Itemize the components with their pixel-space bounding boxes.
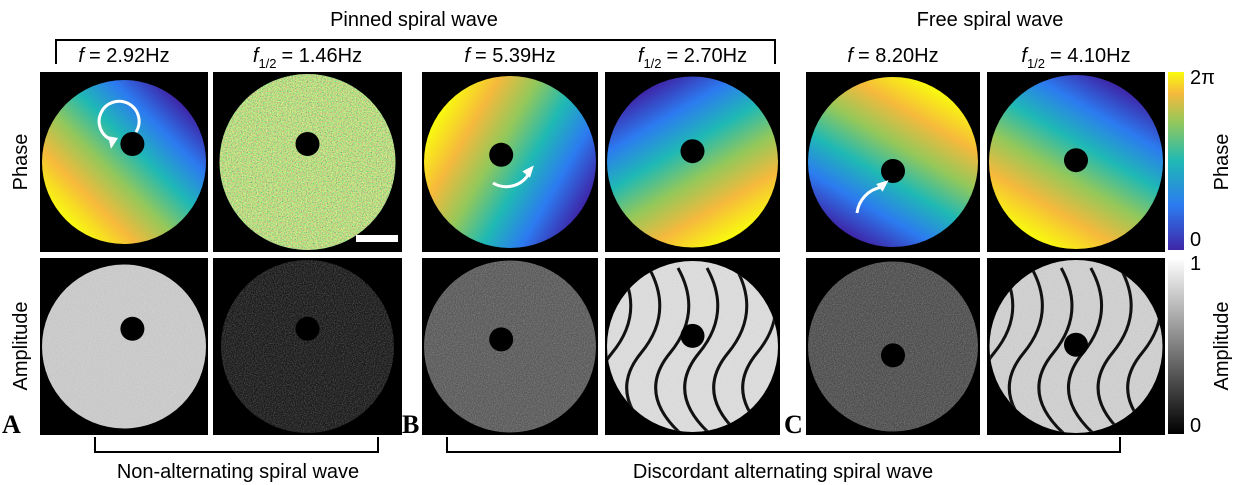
- rotation-arrow: [492, 174, 530, 189]
- node-line: [654, 267, 691, 432]
- obstacle: [489, 327, 514, 352]
- noise: [219, 74, 396, 250]
- colorbar-label: Amplitude: [1211, 302, 1233, 391]
- node-line: [712, 267, 749, 432]
- symbol: f: [78, 45, 86, 67]
- obstacle: [881, 343, 905, 368]
- column-headers: f = 2.92Hz f1/2 = 1.46Hz f = 5.39Hz f1/2 = 2.70…: [78, 45, 1130, 71]
- arrow-head: [522, 165, 534, 178]
- colorbar-label: Phase: [1211, 134, 1233, 191]
- rotation-arrow: [855, 185, 883, 214]
- colorbar-min: 0: [1190, 415, 1201, 437]
- node-line: [683, 267, 720, 432]
- obstacle: [120, 316, 145, 341]
- rotation-arrow: [97, 99, 141, 142]
- symbol: f: [1021, 45, 1029, 67]
- bracket: [94, 437, 379, 453]
- arrow-head: [876, 180, 889, 192]
- bottom-label: Non-alternating spiral wave: [117, 461, 359, 483]
- panel-letter: C: [784, 410, 803, 439]
- subscript: 1/2: [1027, 56, 1045, 71]
- node-line: [607, 267, 633, 432]
- panels: [40, 72, 1165, 435]
- value: = 1.46Hz: [282, 45, 363, 67]
- column-header: f = 2.92Hz: [78, 45, 169, 67]
- row-label: Phase: [10, 134, 32, 191]
- row-label: Amplitude: [10, 302, 32, 391]
- column-header: f = 5.39Hz: [464, 45, 555, 67]
- bottom-label: Discordant alternating spiral wave: [633, 461, 933, 483]
- node-line: [1096, 267, 1133, 433]
- bracket: [446, 437, 1121, 453]
- obstacle: [1064, 332, 1088, 357]
- group-title: Pinned spiral wave: [330, 9, 498, 31]
- symbol: f: [253, 45, 261, 67]
- subscript: 1/2: [643, 56, 661, 71]
- phase-map: [42, 80, 206, 244]
- colorbar-max: 1: [1190, 253, 1201, 275]
- subscript: 1/2: [258, 56, 276, 71]
- obstacle: [680, 323, 705, 348]
- column-header: f1/2 = 4.10Hz: [1021, 45, 1130, 71]
- panel-letter: A: [2, 410, 21, 439]
- group-title: Free spiral wave: [917, 9, 1064, 31]
- value: = 8.20Hz: [858, 45, 939, 67]
- value: = 5.39Hz: [475, 45, 556, 67]
- colorbar: [1168, 72, 1184, 250]
- obstacle: [680, 139, 705, 164]
- colorbar-max: 2π: [1190, 67, 1215, 89]
- colorbar: [1168, 258, 1184, 434]
- noise: [221, 260, 394, 433]
- symbol: f: [464, 45, 472, 67]
- scale-bar: [356, 235, 398, 242]
- value: = 2.92Hz: [89, 45, 170, 67]
- obstacle: [295, 316, 320, 341]
- value: = 4.10Hz: [1050, 45, 1131, 67]
- obstacle: [295, 132, 320, 156]
- node-line: [1037, 267, 1074, 433]
- node-line: [989, 267, 1015, 433]
- noise: [42, 264, 206, 429]
- column-header: f1/2 = 2.70Hz: [638, 45, 747, 71]
- arrow-head: [108, 136, 118, 149]
- value: = 2.70Hz: [667, 45, 748, 67]
- obstacle: [1064, 148, 1088, 173]
- bracket: [55, 39, 776, 64]
- colorbar-min: 0: [1190, 229, 1201, 251]
- symbol: f: [847, 45, 855, 67]
- symbol: f: [638, 45, 646, 67]
- obstacle: [489, 142, 514, 167]
- obstacle: [881, 159, 905, 183]
- column-header: f1/2 = 1.46Hz: [253, 45, 362, 71]
- panel-letter: B: [402, 410, 419, 439]
- obstacle: [120, 132, 145, 156]
- column-header: f = 8.20Hz: [847, 45, 938, 67]
